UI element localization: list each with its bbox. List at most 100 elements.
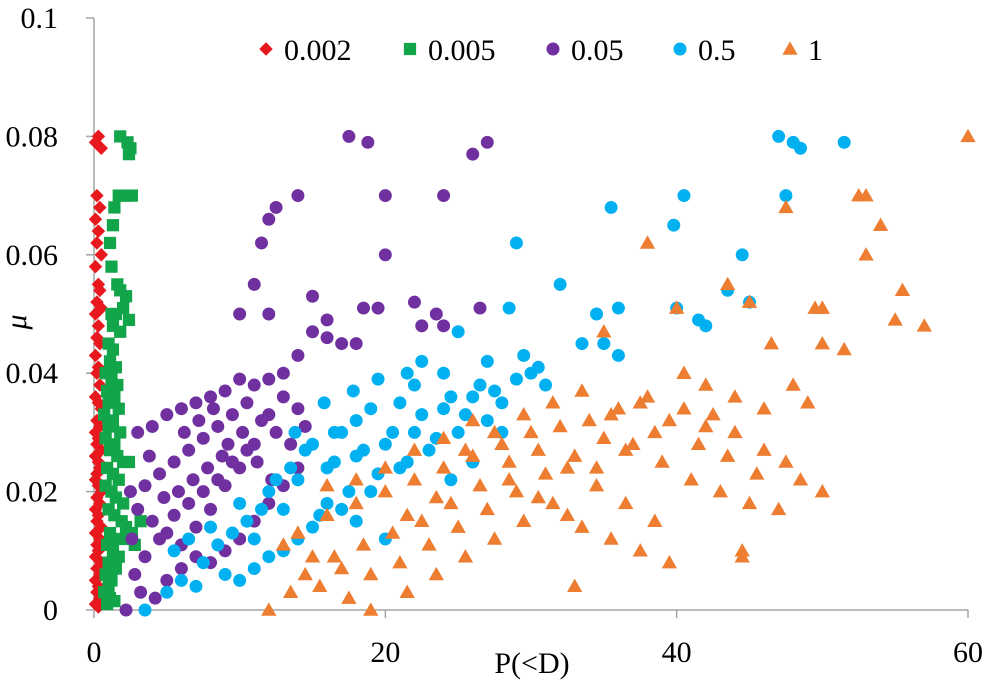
data-point (327, 425, 341, 439)
data-point (291, 348, 305, 362)
data-point (399, 584, 415, 598)
data-point (262, 212, 276, 226)
data-point (131, 502, 145, 516)
data-point (472, 478, 488, 492)
data-point (312, 578, 328, 593)
data-point (698, 418, 714, 433)
data-point (349, 514, 363, 528)
data-point (574, 383, 590, 397)
data-point (233, 372, 247, 386)
data-point (172, 485, 185, 499)
legend: 0.002 0.005 0.05 0.5 1 (259, 34, 823, 67)
data-point (327, 455, 341, 469)
data-point (537, 466, 554, 480)
data-point (779, 189, 793, 203)
data-point (103, 236, 117, 250)
data-point (727, 389, 743, 403)
data-point (603, 406, 619, 421)
legend-marker (403, 42, 417, 56)
data-point (125, 532, 139, 546)
data-point (539, 378, 553, 392)
data-point (814, 335, 830, 350)
data-point (90, 236, 104, 250)
data-point (288, 425, 302, 439)
data-point (112, 402, 125, 415)
data-point (196, 431, 210, 445)
data-point (386, 425, 400, 439)
data-point (435, 430, 452, 445)
data-point (233, 461, 247, 475)
data-point (479, 501, 495, 516)
data-point (192, 414, 206, 428)
data-point (284, 461, 298, 475)
data-point (443, 495, 459, 510)
data-point (174, 573, 188, 587)
data-point (596, 324, 612, 338)
data-point (610, 401, 627, 415)
data-point (393, 396, 407, 410)
data-point (221, 437, 235, 451)
data-point (480, 135, 494, 149)
data-point (466, 390, 480, 404)
data-point (406, 472, 423, 486)
y-tick-label: 0.06 (6, 239, 59, 272)
data-point (836, 341, 852, 356)
data-point (778, 199, 794, 214)
data-point (250, 455, 264, 469)
data-point (225, 408, 239, 422)
data-point (196, 485, 210, 499)
data-point (348, 472, 364, 486)
data-point (109, 562, 122, 575)
y-tick-label: 0.08 (6, 120, 59, 153)
data-point (218, 568, 232, 581)
data-point (233, 573, 247, 587)
legend-marker (259, 42, 273, 56)
data-point (676, 401, 692, 415)
data-point (699, 319, 713, 333)
legend-label: 0.05 (571, 34, 624, 67)
data-point (458, 408, 472, 422)
data-point (218, 384, 232, 398)
data-point (545, 395, 561, 409)
data-point (111, 378, 124, 392)
data-point (106, 343, 120, 356)
data-point (465, 448, 481, 462)
data-point (182, 496, 196, 510)
data-point (262, 307, 276, 321)
data-point (167, 455, 181, 469)
data-point (377, 460, 393, 474)
data-point (872, 217, 889, 231)
data-point (145, 420, 159, 433)
data-point (201, 461, 215, 475)
data-point (603, 531, 619, 545)
data-point (437, 366, 451, 380)
data-point (559, 507, 576, 522)
data-point (122, 313, 136, 327)
data-point (399, 507, 415, 522)
data-point (357, 301, 370, 315)
data-point (122, 148, 136, 161)
x-tick-label: 0 (87, 636, 102, 669)
data-point (363, 566, 379, 581)
data-point (320, 496, 334, 510)
data-point (451, 325, 465, 339)
data-point (255, 502, 268, 516)
data-point (333, 560, 350, 575)
data-point (186, 473, 200, 487)
data-point (428, 489, 444, 504)
data-point (407, 425, 421, 439)
data-point (262, 408, 276, 422)
data-point (134, 515, 147, 528)
data-point (114, 325, 127, 338)
data-point (720, 276, 736, 291)
data-point (502, 301, 516, 315)
data-point (444, 473, 458, 487)
data-point (364, 485, 378, 499)
data-point (182, 532, 196, 546)
data-point (727, 424, 743, 439)
data-point (174, 562, 188, 576)
data-point (807, 300, 823, 314)
data-point (269, 473, 283, 487)
data-point (134, 585, 148, 599)
data-point (712, 483, 729, 498)
